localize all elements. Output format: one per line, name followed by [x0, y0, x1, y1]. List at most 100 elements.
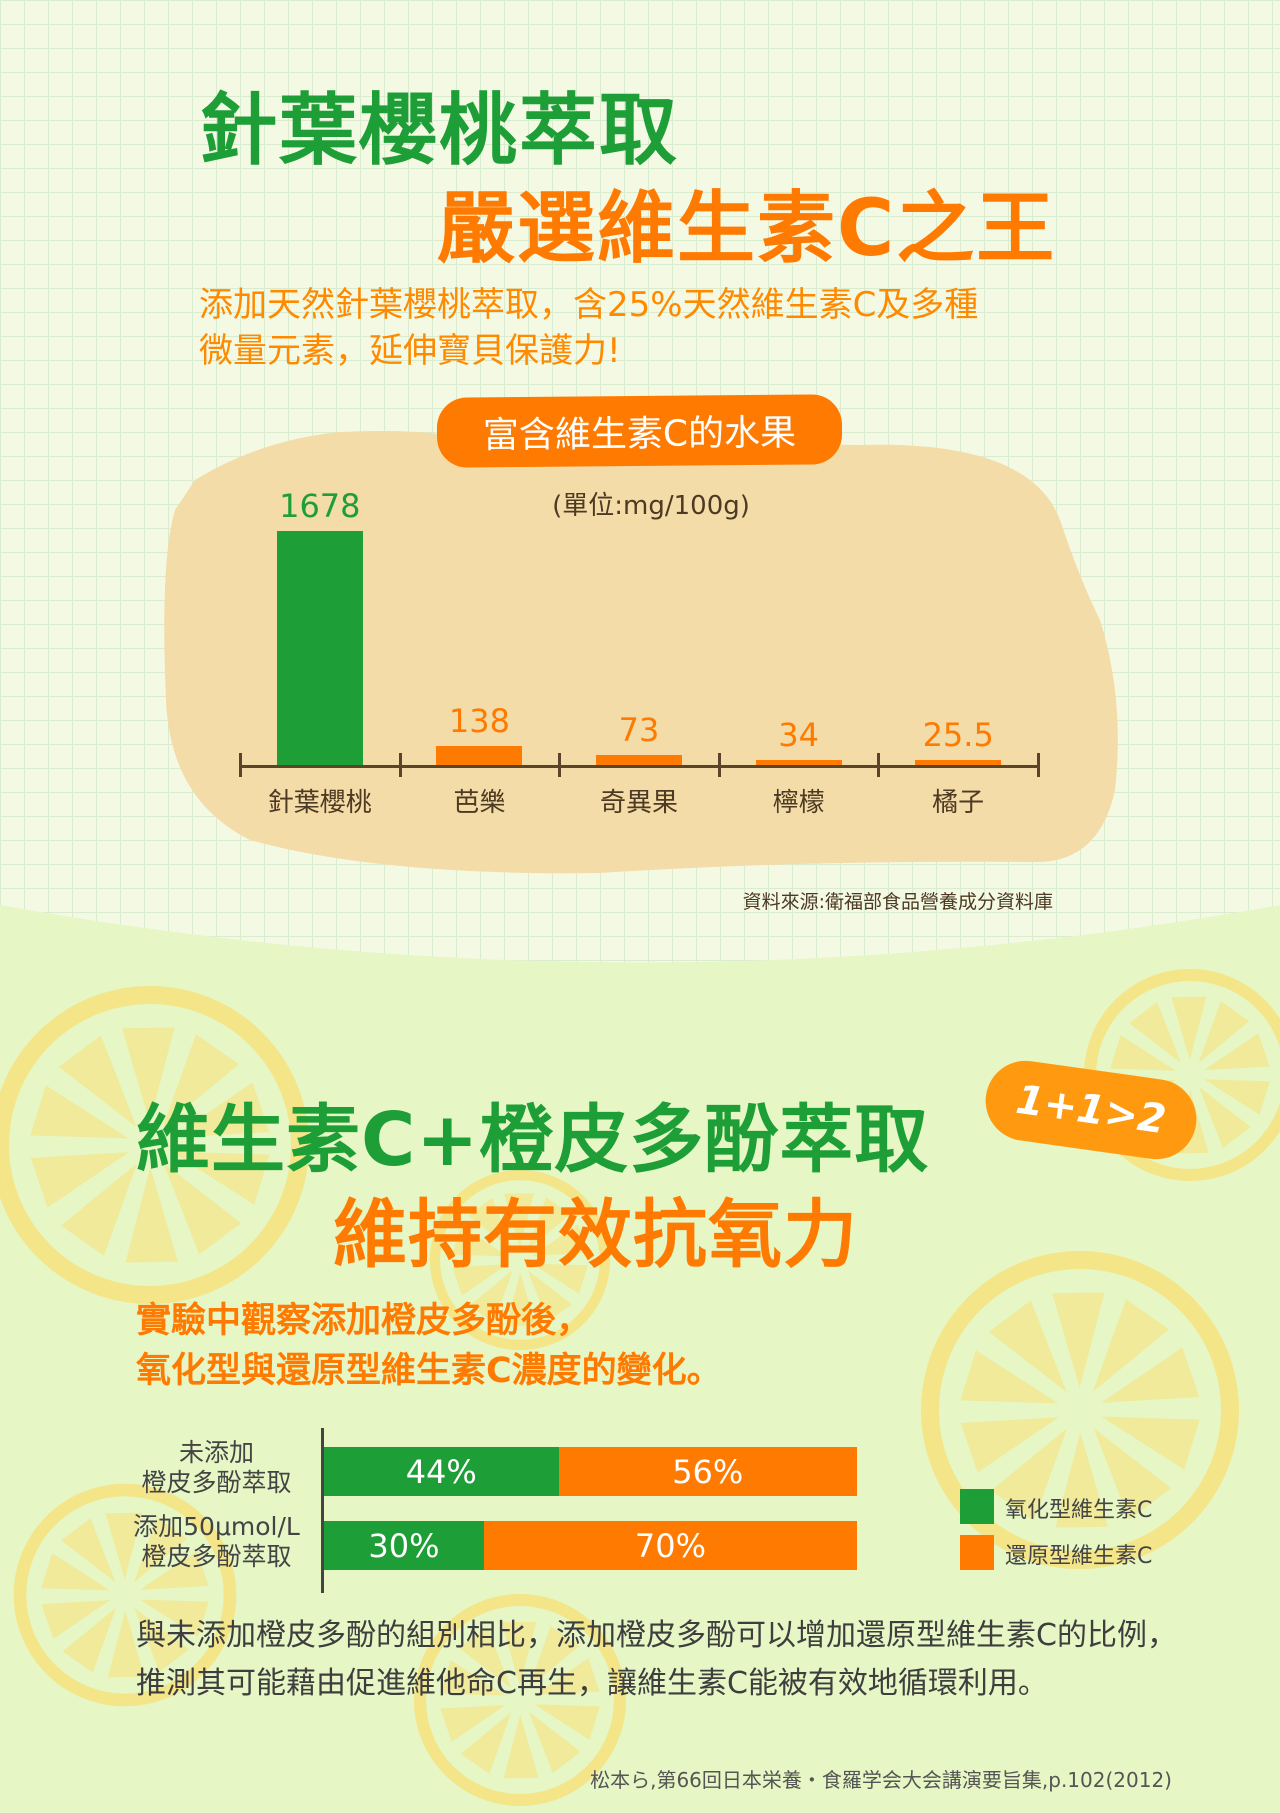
x-tick	[1037, 753, 1040, 777]
lemon-segment	[469, 1270, 513, 1323]
bar-segment: 56%	[558, 1447, 857, 1496]
lemon-segment	[41, 1600, 111, 1639]
lemon-segment	[62, 1607, 116, 1673]
bar	[436, 745, 523, 765]
lemon-segment	[58, 1035, 137, 1127]
lemon-segment	[1204, 1079, 1270, 1115]
lemon-segment	[528, 1626, 580, 1688]
lemon-segment	[527, 1197, 571, 1250]
lemon-segment	[532, 1263, 588, 1294]
x-tick	[717, 753, 721, 777]
citation: 松本ら,第66回日本栄養・食羅学会大会講演要旨集,p.102(2012)	[590, 1768, 1172, 1792]
lemon-segment	[1171, 996, 1207, 1061]
lemon-segment	[1198, 1087, 1251, 1148]
lemon-segment	[988, 1300, 1067, 1392]
chart-unit-label: (單位:mg/100g)	[552, 491, 750, 521]
x-tick	[239, 753, 242, 777]
lemon-segment	[528, 1712, 581, 1773]
legend-swatch	[960, 1535, 994, 1570]
lemon-slice	[13, 1483, 237, 1707]
lemon-segment	[30, 1085, 129, 1139]
bar-segment: 30%	[324, 1521, 484, 1570]
bar-value-label: 25.5	[922, 716, 994, 754]
lemon-segment	[163, 1163, 242, 1255]
lemon-segment	[1093, 1428, 1172, 1520]
lemon-segment	[139, 1551, 209, 1590]
lemon-segment	[105, 1512, 143, 1580]
lemon-segment	[534, 1704, 600, 1740]
lemon-segment	[1101, 1416, 1200, 1470]
lemon-segment	[171, 1082, 270, 1138]
lemon-segment	[506, 1272, 536, 1327]
bar	[596, 754, 682, 765]
lemon-segment	[527, 1270, 572, 1323]
lemon-segment	[532, 1224, 588, 1256]
bar	[755, 760, 842, 765]
lemon-segment	[41, 1553, 110, 1591]
bar-value-label: 1678	[279, 487, 361, 525]
category-label: 針葉櫻桃	[267, 788, 372, 818]
main-title-line1: 針葉櫻桃萃取	[199, 86, 680, 176]
row-label: 添加50μmol/L 橙皮多酚萃取	[124, 1512, 309, 1572]
lemon-segment	[459, 1627, 512, 1688]
lemon-segment	[30, 1152, 129, 1208]
main-title-line2: 嚴選維生素C之王	[437, 184, 1057, 274]
lemon-segment	[1101, 1347, 1200, 1403]
lemon-segment	[460, 1712, 512, 1774]
lemon-segment	[501, 1621, 537, 1686]
lemon-segment	[1129, 1002, 1182, 1063]
category-label: 橘子	[932, 788, 985, 818]
lemon-segment	[452, 1264, 508, 1296]
lemon-segment	[61, 1518, 116, 1583]
lemon-segment	[991, 1428, 1068, 1521]
lemon-segment	[122, 1027, 175, 1123]
section2-title-line2: 維持有效抗氧力	[333, 1192, 858, 1278]
lemon-segment	[440, 1704, 506, 1742]
section2-title-line1: 維生素C+橙皮多酚萃取	[136, 1097, 930, 1183]
lemon-slice	[414, 1594, 626, 1806]
bar	[915, 760, 1002, 765]
row-label: 未添加 橙皮多酚萃取	[124, 1438, 309, 1498]
lemon-segment	[534, 1658, 600, 1696]
bar-value-label: 73	[618, 710, 660, 749]
chart-title-pill: 富含維生素C的水果	[436, 394, 843, 468]
chart-source: 資料來源:衛福部食品營養成分資料庫	[742, 891, 1053, 913]
legend-label: 還原型維生素C	[1005, 1544, 1153, 1569]
lemon-slice	[0, 986, 309, 1304]
legend-swatch	[960, 1489, 994, 1524]
row-label-line: 添加50μmol/L	[133, 1512, 300, 1541]
lemon-segment	[134, 1517, 188, 1583]
x-tick	[558, 753, 562, 777]
lemon-slice	[921, 1251, 1239, 1569]
row-label-line: 橙皮多酚萃取	[141, 1468, 292, 1497]
row-label-line: 未添加	[178, 1438, 254, 1467]
category-label: 奇異果	[599, 788, 678, 818]
lemon-segment	[504, 1193, 534, 1248]
lime-background	[0, 905, 1280, 1813]
subtitle-line1: 添加天然針葉櫻桃萃取，含25%天然維生素C及多種	[199, 285, 979, 325]
lemon-segment	[134, 1607, 189, 1672]
category-label: 檸檬	[772, 788, 825, 818]
section2-subtitle-line2: 氧化型與還原型維生素C濃度的變化。	[136, 1351, 722, 1391]
lemon-segment	[960, 1417, 1059, 1473]
lemon-segment	[61, 1163, 138, 1256]
lemon-segment	[1055, 1432, 1108, 1528]
lemon-slice	[429, 1169, 611, 1351]
lemon-segment	[107, 1610, 145, 1678]
lemon-segment	[1092, 1299, 1169, 1392]
lemon-segment	[468, 1197, 513, 1250]
stacked-bar: 30% 70%	[324, 1521, 857, 1570]
lemon-slice-decorations	[0, 969, 1280, 1806]
lemon-segment	[1198, 1001, 1250, 1063]
x-tick	[877, 753, 881, 777]
lemon-segment	[440, 1660, 506, 1696]
lemon-segment	[171, 1151, 270, 1205]
section2-subtitle-line1: 實驗中觀察添加橙皮多酚後，	[136, 1301, 592, 1341]
row-label-line: 橙皮多酚萃取	[141, 1542, 292, 1571]
lemon-segment	[960, 1350, 1059, 1404]
lemon-segment	[452, 1226, 508, 1257]
x-tick	[398, 753, 402, 777]
lemon-segment	[503, 1714, 539, 1779]
bar-segment: 70%	[483, 1521, 857, 1570]
lemon-segment	[1110, 1035, 1176, 1071]
